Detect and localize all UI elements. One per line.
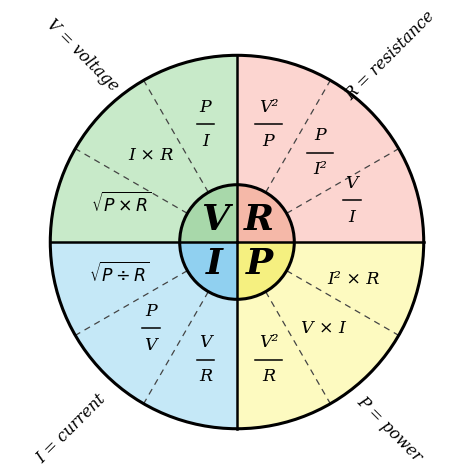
- Text: $\sqrt{P \times R}$: $\sqrt{P \times R}$: [91, 192, 151, 216]
- Text: R: R: [244, 203, 274, 237]
- Wedge shape: [237, 242, 294, 299]
- Text: R: R: [199, 368, 212, 385]
- Text: I²: I²: [313, 161, 327, 178]
- Text: P: P: [314, 128, 326, 144]
- Text: V × I: V × I: [301, 320, 346, 337]
- Text: V: V: [145, 337, 157, 354]
- Wedge shape: [237, 55, 424, 242]
- Text: P: P: [200, 99, 211, 116]
- Text: I: I: [202, 133, 209, 150]
- Text: P: P: [246, 247, 273, 281]
- Wedge shape: [237, 185, 294, 242]
- Wedge shape: [180, 185, 237, 242]
- Text: R: R: [262, 368, 275, 385]
- Text: P: P: [263, 133, 274, 150]
- Text: V²: V²: [259, 99, 278, 116]
- Text: $\sqrt{P \div R}$: $\sqrt{P \div R}$: [89, 262, 149, 286]
- Wedge shape: [180, 242, 237, 299]
- Text: I = current: I = current: [34, 391, 109, 467]
- Text: V: V: [199, 334, 212, 351]
- Text: V: V: [346, 175, 358, 192]
- Text: R = resistance: R = resistance: [342, 7, 438, 103]
- Text: V²: V²: [259, 334, 278, 351]
- Text: I² × R: I² × R: [327, 271, 379, 288]
- Wedge shape: [50, 242, 237, 428]
- Text: P = power: P = power: [354, 392, 426, 465]
- Text: I: I: [348, 209, 355, 226]
- Text: V = voltage: V = voltage: [43, 16, 121, 95]
- Text: I × R: I × R: [128, 147, 173, 164]
- Text: P: P: [145, 303, 156, 320]
- Text: I: I: [206, 247, 223, 281]
- Wedge shape: [237, 242, 424, 428]
- Wedge shape: [50, 55, 237, 242]
- Text: V: V: [201, 203, 229, 237]
